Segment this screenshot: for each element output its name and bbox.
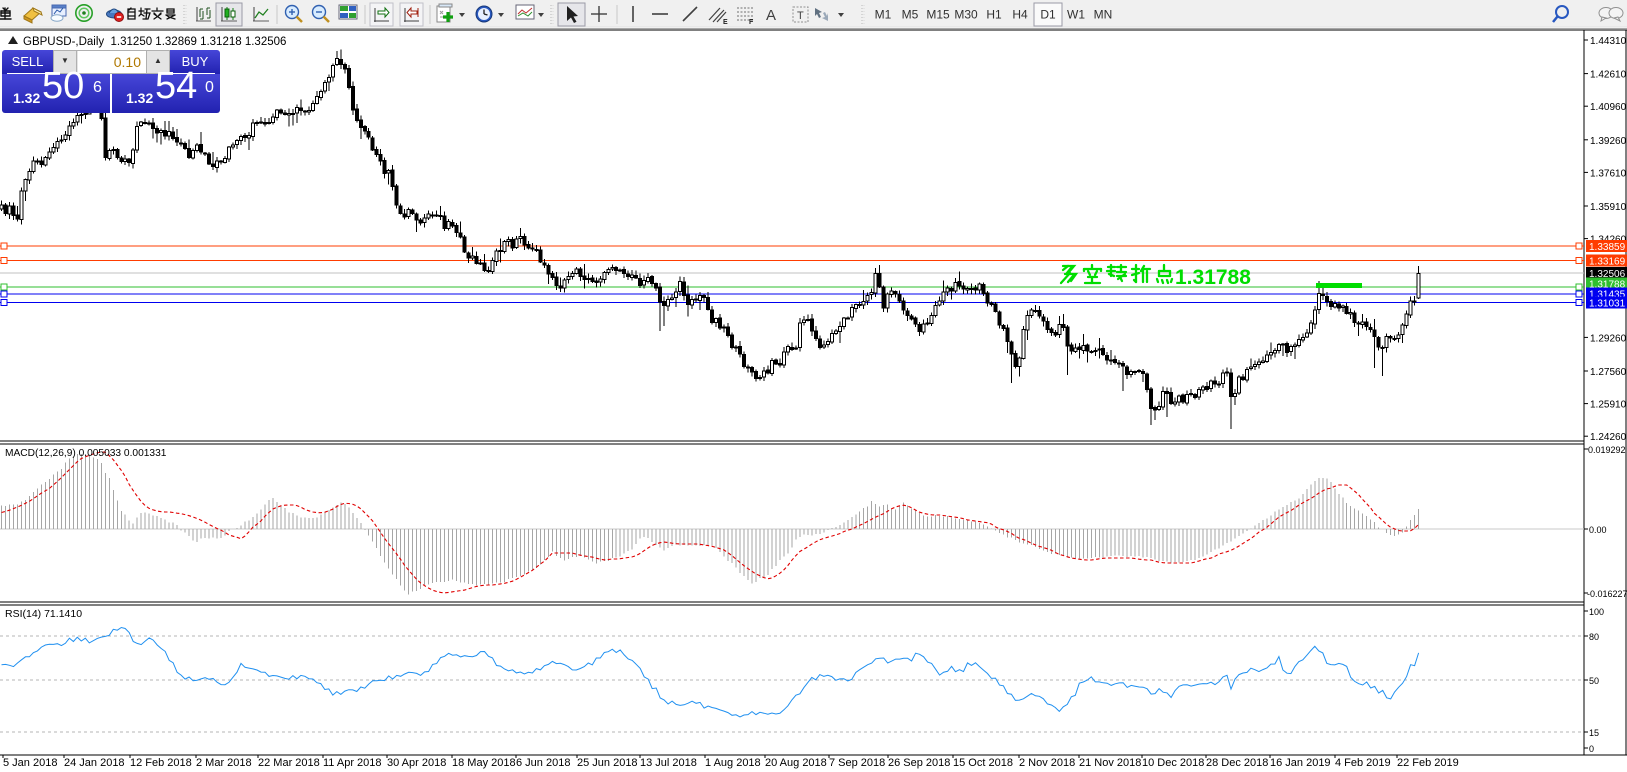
svg-text:M15: M15 (926, 8, 950, 22)
svg-text:1.31788: 1.31788 (1589, 280, 1626, 291)
svg-text:80: 80 (1589, 632, 1599, 642)
svg-text:16 Jan 2019: 16 Jan 2019 (1270, 757, 1331, 769)
svg-text:MN: MN (1094, 8, 1113, 22)
svg-text:MACD(12,26,9) 0.005033 0.00133: MACD(12,26,9) 0.005033 0.001331 (5, 448, 167, 459)
svg-text:M5: M5 (902, 8, 919, 22)
svg-text:100: 100 (1589, 607, 1604, 617)
svg-text:21 Nov 2018: 21 Nov 2018 (1079, 757, 1141, 769)
svg-text:30 Apr 2018: 30 Apr 2018 (387, 757, 446, 769)
svg-text:1.24260: 1.24260 (1590, 432, 1627, 443)
svg-text:1.33859: 1.33859 (1589, 242, 1626, 253)
svg-text:1.31031: 1.31031 (1589, 299, 1626, 310)
svg-text:1.35910: 1.35910 (1590, 202, 1627, 213)
svg-text:0: 0 (1589, 744, 1594, 754)
svg-text:2 Nov 2018: 2 Nov 2018 (1019, 757, 1075, 769)
svg-text:1.27560: 1.27560 (1590, 367, 1627, 378)
svg-text:24 Jan 2018: 24 Jan 2018 (64, 757, 125, 769)
svg-text:1.31435: 1.31435 (1589, 290, 1626, 301)
svg-text:M1: M1 (875, 8, 892, 22)
svg-text:26 Sep 2018: 26 Sep 2018 (888, 757, 950, 769)
svg-text:20 Aug 2018: 20 Aug 2018 (765, 757, 827, 769)
svg-text:1.25910: 1.25910 (1590, 400, 1627, 411)
svg-text:28 Dec 2018: 28 Dec 2018 (1206, 757, 1268, 769)
svg-text:RSI(14) 71.1410: RSI(14) 71.1410 (5, 608, 82, 620)
svg-text:25 Jun 2018: 25 Jun 2018 (577, 757, 638, 769)
svg-text:2 Mar 2018: 2 Mar 2018 (196, 757, 252, 769)
svg-text:50: 50 (1589, 676, 1599, 686)
svg-text:-0.016227: -0.016227 (1587, 589, 1627, 599)
svg-text:1.40960: 1.40960 (1590, 102, 1627, 113)
svg-text:1.37610: 1.37610 (1590, 168, 1627, 179)
svg-text:13 Jul 2018: 13 Jul 2018 (640, 757, 697, 769)
svg-text:1.42610: 1.42610 (1590, 70, 1627, 81)
svg-text:15 Oct 2018: 15 Oct 2018 (953, 757, 1013, 769)
svg-text:1.31788: 1.31788 (1175, 266, 1251, 289)
svg-text:22 Mar 2018: 22 Mar 2018 (258, 757, 320, 769)
svg-text:5 Jan 2018: 5 Jan 2018 (3, 757, 57, 769)
svg-text:1.32506: 1.32506 (1589, 269, 1626, 280)
svg-text:1 Aug 2018: 1 Aug 2018 (705, 757, 761, 769)
svg-text:0.00: 0.00 (1589, 525, 1607, 535)
svg-text:0.019292: 0.019292 (1588, 445, 1626, 455)
svg-text:H1: H1 (986, 8, 1002, 22)
svg-text:E: E (723, 19, 728, 26)
svg-text:F: F (749, 19, 754, 26)
svg-text:M30: M30 (954, 8, 978, 22)
svg-text:11 Apr 2018: 11 Apr 2018 (323, 757, 382, 769)
svg-text:15: 15 (1589, 728, 1599, 738)
svg-text:1.29260: 1.29260 (1590, 333, 1627, 344)
svg-text:A: A (766, 7, 776, 24)
svg-text:6 Jun 2018: 6 Jun 2018 (516, 757, 570, 769)
svg-text:12 Feb 2018: 12 Feb 2018 (130, 757, 192, 769)
svg-text:18 May 2018: 18 May 2018 (452, 757, 516, 769)
svg-text:D1: D1 (1040, 8, 1056, 22)
svg-text:1.33169: 1.33169 (1589, 257, 1626, 268)
svg-text:10 Dec 2018: 10 Dec 2018 (1142, 757, 1204, 769)
svg-text:4 Feb 2019: 4 Feb 2019 (1335, 757, 1391, 769)
svg-text:W1: W1 (1067, 8, 1085, 22)
svg-text:1.39260: 1.39260 (1590, 136, 1627, 147)
svg-text:GBPUSD-,Daily 1.31250 1.32869: GBPUSD-,Daily 1.31250 1.32869 1.31218 1.… (23, 36, 286, 48)
svg-text:H4: H4 (1012, 8, 1028, 22)
svg-text:22 Feb 2019: 22 Feb 2019 (1397, 757, 1459, 769)
svg-text:1.44310: 1.44310 (1590, 36, 1627, 47)
svg-text:7 Sep 2018: 7 Sep 2018 (829, 757, 885, 769)
svg-text:T: T (797, 10, 804, 22)
